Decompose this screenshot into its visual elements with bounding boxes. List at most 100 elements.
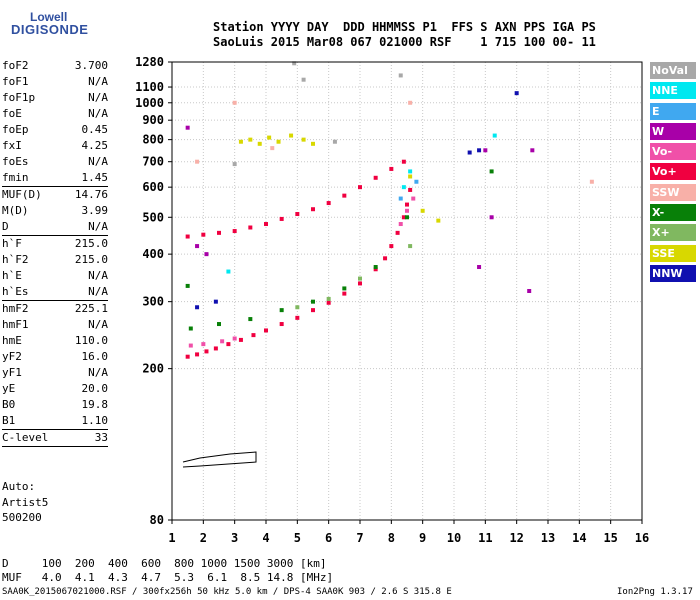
data-point (257, 141, 262, 146)
param-key: yF1 (2, 366, 22, 379)
x-axis-ticks: 1 2 3 4 5 6 7 8 9 10 11 12 13 14 15 16 (168, 520, 649, 545)
data-point (311, 141, 315, 146)
data-point (326, 300, 331, 305)
y-tick-label: 1000 (135, 96, 164, 110)
data-point (238, 337, 243, 342)
auto-artist: Artist5 (2, 495, 49, 509)
data-point (489, 215, 494, 220)
data-point (295, 305, 300, 310)
param-key: foEs (2, 155, 29, 168)
data-point (411, 196, 416, 201)
data-point (408, 100, 413, 105)
data-point (217, 230, 221, 235)
footer-info: SAA0K_2015067021000.RSF / 300fx256h 50 k… (2, 587, 452, 597)
data-point (238, 139, 243, 144)
param-key: C-level (2, 431, 49, 444)
param-key: MUF(D) (2, 188, 42, 201)
data-point (358, 281, 362, 286)
data-point (248, 317, 253, 322)
param-row: foEs N/A (2, 154, 108, 170)
param-key: hmF1 (2, 318, 29, 331)
param-key: foF1p (2, 91, 36, 104)
data-point (289, 133, 294, 138)
footer-d-line: D 100 200 400 600 800 1000 1500 3000 [km… (2, 557, 327, 570)
plot-frame (171, 61, 643, 521)
data-point (248, 225, 253, 230)
data-point (342, 193, 347, 198)
data-point (492, 133, 497, 138)
y-tick-label: 1100 (135, 80, 164, 94)
legend-item: W (650, 122, 696, 140)
data-point (248, 137, 253, 142)
legend-item: X+ (650, 224, 696, 242)
data-point (398, 196, 403, 201)
data-point (226, 269, 231, 274)
param-value: 19.8 (81, 398, 109, 411)
param-value: N/A (88, 75, 108, 88)
param-value: N/A (88, 107, 108, 120)
data-point (401, 185, 406, 190)
data-point (405, 202, 409, 207)
x-tick-label: 1 (168, 531, 175, 545)
trace-line (182, 451, 257, 468)
param-value: 3.99 (81, 204, 109, 217)
param-key: D (2, 220, 9, 233)
data-point (232, 162, 237, 167)
param-row: h`E N/A (2, 268, 108, 284)
x-tick-label: 2 (200, 531, 207, 545)
param-value: 33 (94, 431, 108, 444)
param-row: hmF2 225.1 (2, 300, 108, 317)
data-point (326, 296, 331, 301)
data-point (276, 139, 281, 144)
param-key: B1 (2, 414, 16, 427)
data-point (489, 169, 494, 174)
data-point (373, 267, 378, 272)
y-tick-label: 80 (150, 513, 164, 527)
param-value: 4.25 (81, 139, 109, 152)
data-point (201, 342, 206, 347)
param-row: h`F2 215.0 (2, 252, 108, 268)
param-value: 0.45 (81, 123, 109, 136)
y-axis-ticks: 80 200 300 400 500 600 700 800 900 1000 1100 1280 (135, 55, 172, 527)
data-point (311, 299, 315, 304)
param-value: 215.0 (74, 237, 108, 250)
data-point (201, 232, 206, 237)
y-tick-label: 400 (142, 247, 164, 261)
data-point (264, 328, 268, 333)
param-key: fmin (2, 171, 29, 184)
auto-label: Auto: (2, 480, 36, 493)
param-row: C-level 33 (2, 429, 108, 446)
x-tick-label: 5 (294, 531, 301, 545)
data-point (420, 208, 425, 213)
data-point (530, 148, 535, 153)
data-point (405, 208, 409, 213)
footer-version: Ion2Png 1.3.17 (617, 587, 693, 597)
auto-code: 500200 (2, 511, 42, 524)
data-point (401, 215, 406, 220)
param-separator (2, 446, 108, 447)
x-tick-label: 10 (447, 531, 461, 545)
data-point (232, 336, 237, 341)
param-value: N/A (88, 285, 108, 298)
param-row: fmin 1.45 (2, 170, 108, 186)
param-key: yF2 (2, 350, 22, 363)
param-row: D N/A (2, 219, 108, 235)
legend-item: SSE (650, 244, 696, 262)
data-point (195, 352, 200, 357)
param-row: hmF1 N/A (2, 317, 108, 333)
data-point (358, 276, 362, 281)
data-point (185, 354, 190, 359)
y-tick-label: 1280 (135, 55, 164, 69)
parameters-panel: foF2 3.700 foF1 N/A foF1p N/A foE N/A foEp 0.45 fx… (2, 58, 108, 447)
data-point (279, 216, 284, 221)
footer-muf-line: MUF 4.0 4.1 4.3 4.7 5.3 6.1 8.5 14.8 [MH… (2, 571, 334, 584)
param-row: foEp 0.45 (2, 122, 108, 138)
data-point (251, 333, 256, 338)
legend-item: NNE (650, 82, 696, 100)
param-row: MUF(D) 14.76 (2, 186, 108, 203)
param-row: yF2 16.0 (2, 349, 108, 365)
param-value: 110.0 (74, 334, 108, 347)
logo-digisonde: DIGISONDE (11, 22, 89, 37)
x-tick-label: 4 (262, 531, 269, 545)
param-value: N/A (88, 220, 108, 233)
